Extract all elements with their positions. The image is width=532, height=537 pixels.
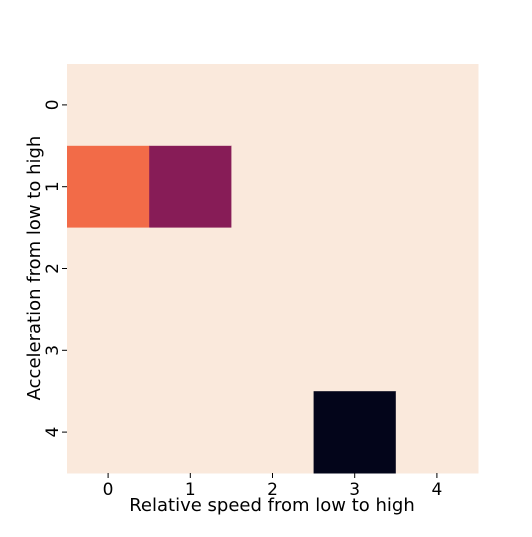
- heatmap-cell-r2-c2: [231, 227, 315, 310]
- heatmap-cell-r4-c1: [149, 391, 232, 474]
- heatmap-cells: [67, 64, 479, 474]
- x-tick-label: 4: [431, 480, 442, 500]
- heatmap-cell-r2-c4: [395, 227, 479, 310]
- x-axis-label: Relative speed from low to high: [129, 495, 415, 516]
- heatmap-cell-r0-c1: [149, 64, 232, 147]
- heatmap-cell-r1-c0: [67, 145, 150, 229]
- y-tick-label: 0: [43, 99, 63, 110]
- heatmap-cell-r1-c4: [395, 145, 479, 229]
- y-tick-label: 2: [43, 263, 63, 274]
- heatmap-cell-r0-c3: [313, 64, 397, 147]
- heatmap-cell-r3-c4: [395, 309, 479, 392]
- x-tick-label: 3: [349, 480, 360, 500]
- heatmap-cell-r3-c0: [67, 309, 150, 392]
- heatmap-cell-r0-c0: [67, 64, 150, 147]
- heatmap-cell-r0-c2: [231, 64, 315, 147]
- heatmap-cell-r2-c1: [149, 227, 232, 310]
- heatmap-cell-r3-c3: [313, 309, 397, 392]
- heatmap-cell-r3-c1: [149, 309, 232, 392]
- heatmap-cell-r1-c3: [313, 145, 397, 229]
- heatmap-cell-r4-c0: [67, 391, 150, 474]
- y-tick-label: 1: [43, 181, 63, 192]
- y-axis-ticks: 0 1 2 3 4: [43, 99, 67, 438]
- heatmap-cell-r2-c3: [313, 227, 397, 310]
- x-tick-label: 1: [185, 480, 196, 500]
- heatmap-cell-r4-c4: [395, 391, 479, 474]
- x-axis-ticks: 0 1 2 3 4: [103, 473, 442, 500]
- y-tick-label: 3: [43, 345, 63, 356]
- heatmap-cell-r2-c0: [67, 227, 150, 310]
- heatmap-cell-r0-c4: [395, 64, 479, 147]
- heatmap-cell-r4-c3: [313, 391, 397, 474]
- heatmap-cell-r3-c2: [231, 309, 315, 392]
- heatmap-cell-r1-c2: [231, 145, 315, 229]
- x-tick-label: 0: [103, 480, 114, 500]
- heatmap-cell-r4-c2: [231, 391, 315, 474]
- y-axis-label: Acceleration from low to high: [24, 136, 45, 401]
- heatmap-cell-r1-c1: [149, 145, 232, 229]
- y-tick-label: 4: [43, 427, 63, 438]
- x-tick-label: 2: [267, 480, 278, 500]
